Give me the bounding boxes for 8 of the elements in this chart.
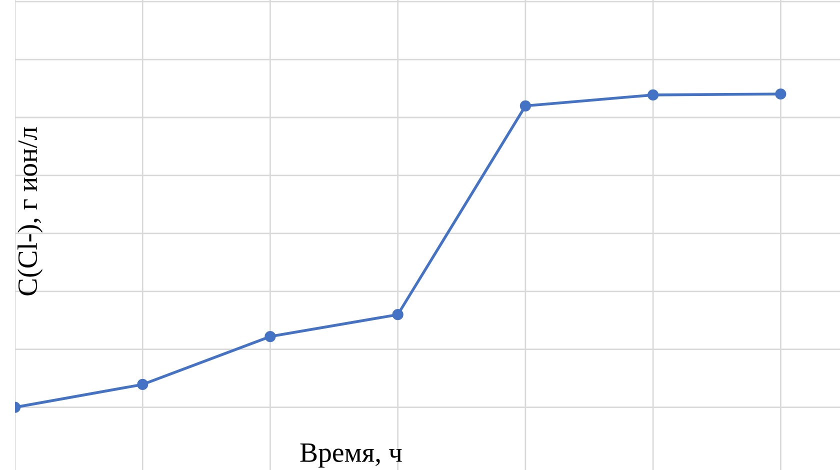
point <box>264 330 276 342</box>
point <box>392 309 404 320</box>
y-axis-title: C(Cl-), г ион/л <box>18 127 43 296</box>
point <box>775 88 786 100</box>
point <box>137 378 148 390</box>
point <box>520 100 532 112</box>
point <box>648 89 659 100</box>
x-axis-title: Время, ч <box>300 444 402 468</box>
